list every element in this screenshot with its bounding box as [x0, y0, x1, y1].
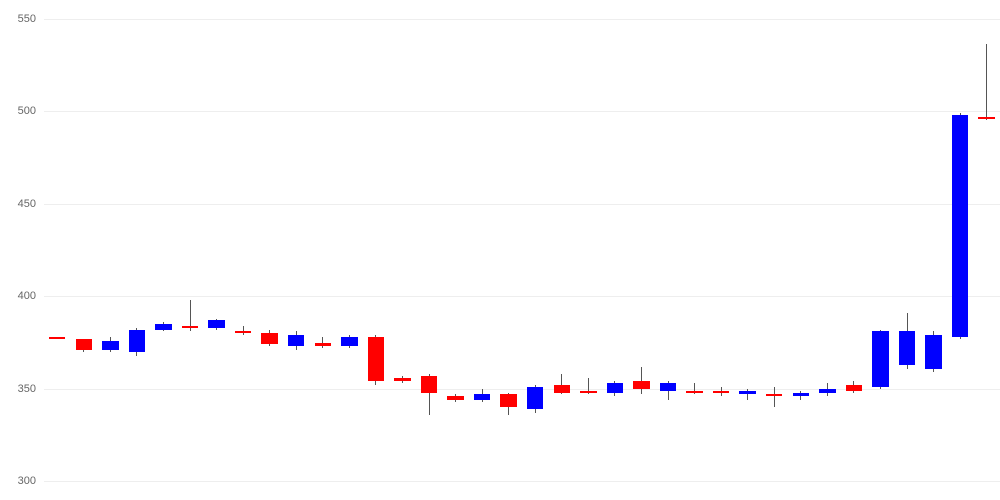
candle-body [793, 393, 809, 397]
candle-body [554, 385, 570, 392]
candle-body [607, 383, 623, 392]
candle-body [527, 387, 543, 409]
candle-body [341, 337, 357, 346]
y-axis-label: 450 [0, 198, 36, 210]
candle-body [129, 330, 145, 352]
candle-body [447, 396, 463, 400]
candle-body [819, 389, 835, 393]
y-axis-label: 400 [0, 290, 36, 302]
candle-body [315, 343, 331, 347]
candle-body [102, 341, 118, 350]
candle-body [739, 391, 755, 395]
y-axis-label: 350 [0, 383, 36, 395]
candle-body [421, 376, 437, 393]
candle-body [899, 331, 915, 364]
candle-body [846, 385, 862, 391]
candle-body [288, 335, 304, 346]
candle-body [686, 391, 702, 393]
candle-body [235, 331, 251, 333]
plot-area [44, 0, 1000, 500]
candle-body [580, 391, 596, 393]
candle-wick [694, 383, 695, 394]
gridline [44, 481, 1000, 482]
candle-body [952, 115, 968, 337]
candle-body [76, 339, 92, 350]
candle-body [261, 333, 277, 344]
candle-wick [774, 387, 775, 407]
gridline [44, 296, 1000, 297]
candle-body [182, 326, 198, 328]
candle-body [368, 337, 384, 381]
y-axis-label: 550 [0, 13, 36, 25]
candle-body [978, 117, 994, 119]
candle-body [872, 331, 888, 387]
gridline [44, 111, 1000, 112]
candle-body [925, 335, 941, 368]
candle-body [394, 378, 410, 382]
candle-body [713, 391, 729, 393]
candle-body [660, 383, 676, 390]
gridline [44, 204, 1000, 205]
candle-body [766, 394, 782, 396]
candlestick-chart: 300 350 400 450 500 550 [0, 0, 1000, 500]
candle-body [500, 394, 516, 407]
y-axis-label: 300 [0, 475, 36, 487]
candle-wick [986, 44, 987, 120]
candle-body [633, 381, 649, 388]
candle-body [474, 394, 490, 400]
candle-body [155, 324, 171, 330]
candle-body [208, 320, 224, 327]
gridline [44, 19, 1000, 20]
candle-body [49, 337, 65, 339]
y-axis-label: 500 [0, 105, 36, 117]
